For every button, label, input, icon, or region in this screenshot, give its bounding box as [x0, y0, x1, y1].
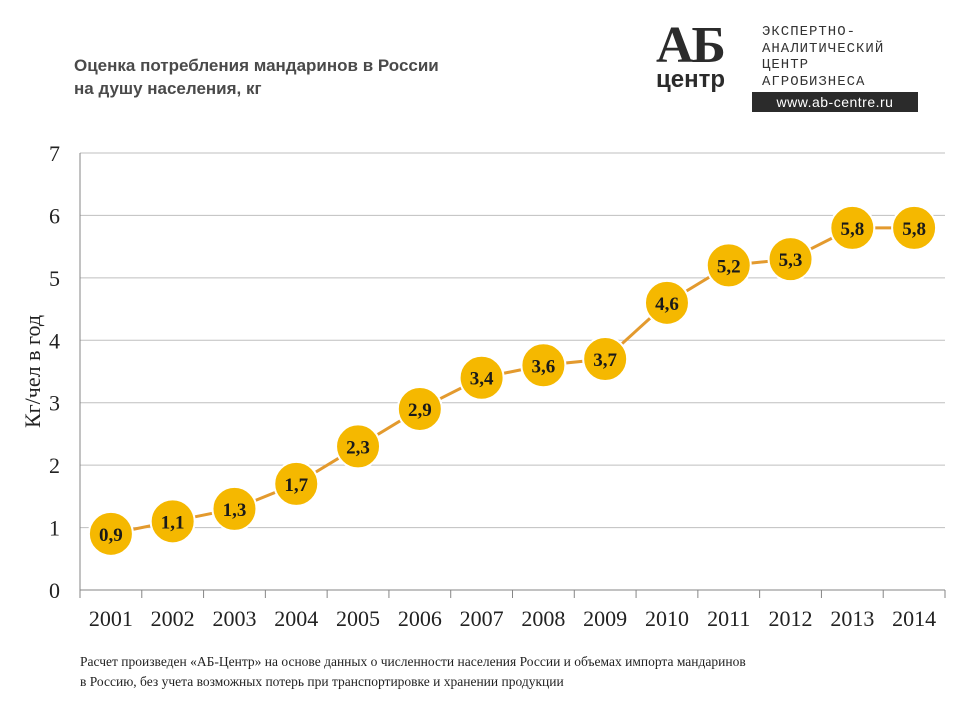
data-point: [643, 279, 690, 326]
x-tick-label: 2002: [151, 606, 195, 631]
data-point: [87, 510, 134, 557]
y-tick-label: 6: [49, 203, 60, 228]
y-axis-label: Кг/чел в год: [20, 315, 45, 428]
logo-url: www.ab-centre.ru: [752, 92, 918, 112]
chart-title-line-1: Оценка потребления мандаринов в России: [74, 56, 439, 75]
y-tick-label: 2: [49, 453, 60, 478]
data-point: [458, 354, 505, 401]
x-tick-label: 2012: [769, 606, 813, 631]
footnote: Расчет произведен «АБ-Центр» на основе д…: [80, 652, 940, 692]
data-label: 3,6: [532, 356, 556, 377]
y-tick-label: 1: [49, 516, 60, 541]
logo-mark-top: АБ: [656, 17, 726, 74]
chart-title-line-2: на душу населения, кг: [74, 79, 262, 98]
data-point: [396, 385, 443, 432]
logo-mark: АБ центр: [652, 20, 748, 100]
y-tick-label: 7: [49, 141, 60, 166]
x-tick-label: 2008: [521, 606, 565, 631]
y-tick-label: 0: [49, 578, 60, 603]
x-tick-label: 2003: [212, 606, 256, 631]
data-point: [705, 242, 752, 289]
data-label: 1,3: [223, 500, 247, 521]
data-label: 1,7: [284, 475, 308, 496]
x-tick-label: 2013: [830, 606, 874, 631]
data-point: [211, 485, 258, 532]
data-point: [582, 336, 629, 383]
logo-text-line-2: АНАЛИТИЧЕСКИЙ: [762, 40, 885, 57]
x-tick-label: 2011: [707, 606, 750, 631]
x-tick-label: 2006: [398, 606, 442, 631]
x-tick-label: 2004: [274, 606, 318, 631]
footnote-line-2: в Россию, без учета возможных потерь при…: [80, 674, 564, 689]
data-label: 4,6: [655, 294, 679, 315]
x-tick-label: 2007: [460, 606, 504, 631]
data-label: 3,7: [593, 350, 617, 371]
data-point: [767, 236, 814, 283]
x-tick-label: 2014: [892, 606, 936, 631]
logo-text: ЭКСПЕРТНО- АНАЛИТИЧЕСКИЙ ЦЕНТР АГРОБИЗНЕ…: [762, 24, 884, 90]
data-label: 2,9: [408, 400, 432, 421]
footnote-line-1: Расчет произведен «АБ-Центр» на основе д…: [80, 654, 746, 669]
y-tick-label: 3: [49, 391, 60, 416]
logo-text-line-3: ЦЕНТР: [762, 57, 810, 73]
data-point: [273, 460, 320, 507]
data-point: [149, 498, 196, 545]
x-tick-label: 2010: [645, 606, 689, 631]
logo-text-line-4: АГРОБИЗНЕСА: [762, 73, 866, 90]
data-point: [891, 204, 938, 251]
y-tick-label: 4: [49, 328, 60, 353]
x-tick-label: 2009: [583, 606, 627, 631]
data-label: 5,8: [902, 219, 926, 240]
ab-centre-logo: АБ центр ЭКСПЕРТНО- АНАЛИТИЧЕСКИЙ ЦЕНТР …: [652, 20, 942, 114]
data-label: 1,1: [161, 512, 185, 533]
data-label: 0,9: [99, 525, 123, 546]
logo-mark-bottom: центр: [656, 66, 726, 93]
data-label: 3,4: [470, 369, 494, 390]
data-label: 5,2: [717, 256, 741, 277]
data-point: [520, 342, 567, 389]
data-label: 5,8: [840, 219, 864, 240]
logo-text-line-1: ЭКСПЕРТНО-: [762, 24, 857, 40]
data-label: 2,3: [346, 437, 370, 458]
chart-title: Оценка потребления мандаринов в России н…: [74, 54, 574, 100]
x-tick-label: 2001: [89, 606, 133, 631]
data-point: [829, 204, 876, 251]
data-label: 5,3: [779, 250, 803, 271]
data-point: [335, 423, 382, 470]
x-tick-label: 2005: [336, 606, 380, 631]
y-tick-label: 5: [49, 266, 60, 291]
